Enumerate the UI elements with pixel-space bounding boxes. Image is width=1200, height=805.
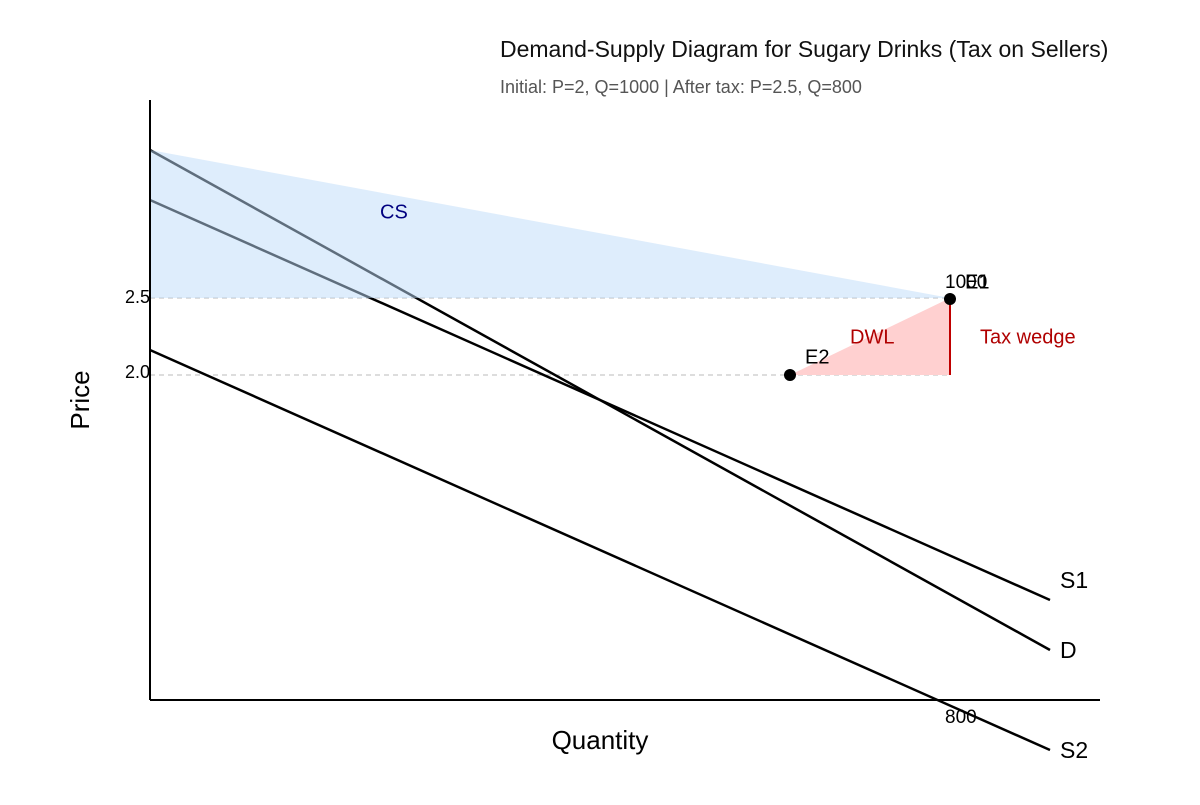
curve-label: S1 bbox=[1060, 567, 1088, 593]
curve-label: S2 bbox=[1060, 737, 1088, 763]
area-label: CS bbox=[380, 201, 408, 223]
equilibrium-point bbox=[784, 369, 796, 381]
y-tick-label: 2.5 bbox=[125, 287, 150, 307]
x-tick-label: 1000 bbox=[945, 272, 987, 293]
dwl-area bbox=[790, 298, 950, 375]
x-axis-label: Quantity bbox=[552, 725, 649, 755]
title: Demand-Supply Diagram for Sugary Drinks … bbox=[500, 36, 1108, 62]
y-axis-label: Price bbox=[65, 370, 95, 429]
cs-area bbox=[150, 150, 950, 298]
curve-label: D bbox=[1060, 637, 1077, 663]
y-tick-label: 2.0 bbox=[125, 362, 150, 382]
supply-curve bbox=[149, 348, 1051, 752]
subtitle: Initial: P=2, Q=1000 | After tax: P=2.5,… bbox=[500, 77, 862, 97]
x-tick-label: 800 bbox=[945, 707, 977, 728]
area-label: DWL bbox=[850, 326, 894, 348]
point-label: E1 bbox=[965, 271, 989, 293]
area-label: Tax wedge bbox=[980, 326, 1076, 348]
point-label: E2 bbox=[805, 346, 829, 368]
equilibrium-point bbox=[944, 293, 956, 305]
